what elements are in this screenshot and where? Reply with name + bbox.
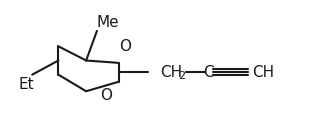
Text: CH: CH [253, 65, 275, 80]
Text: Et: Et [18, 77, 34, 92]
Text: C: C [203, 65, 214, 80]
Text: O: O [119, 39, 131, 54]
Text: O: O [100, 88, 112, 103]
Text: 2: 2 [178, 72, 185, 81]
Text: CH: CH [160, 65, 182, 80]
Text: Me: Me [97, 15, 119, 30]
